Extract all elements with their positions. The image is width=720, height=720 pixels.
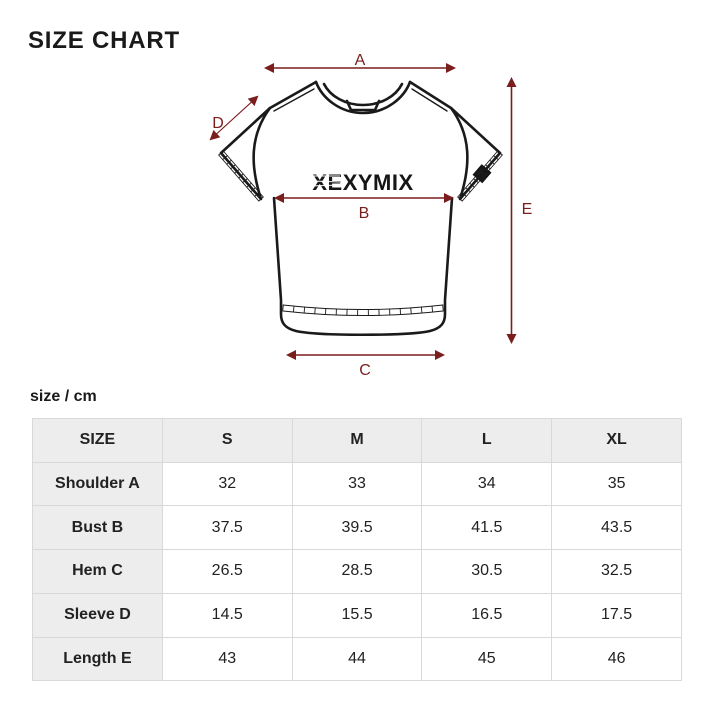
svg-text:C: C: [359, 362, 371, 379]
svg-text:A: A: [355, 52, 366, 69]
svg-text:D: D: [212, 115, 224, 132]
svg-text:E: E: [522, 201, 533, 218]
svg-text:B: B: [359, 205, 370, 222]
svg-text:XEXYMIX: XEXYMIX: [312, 170, 413, 195]
